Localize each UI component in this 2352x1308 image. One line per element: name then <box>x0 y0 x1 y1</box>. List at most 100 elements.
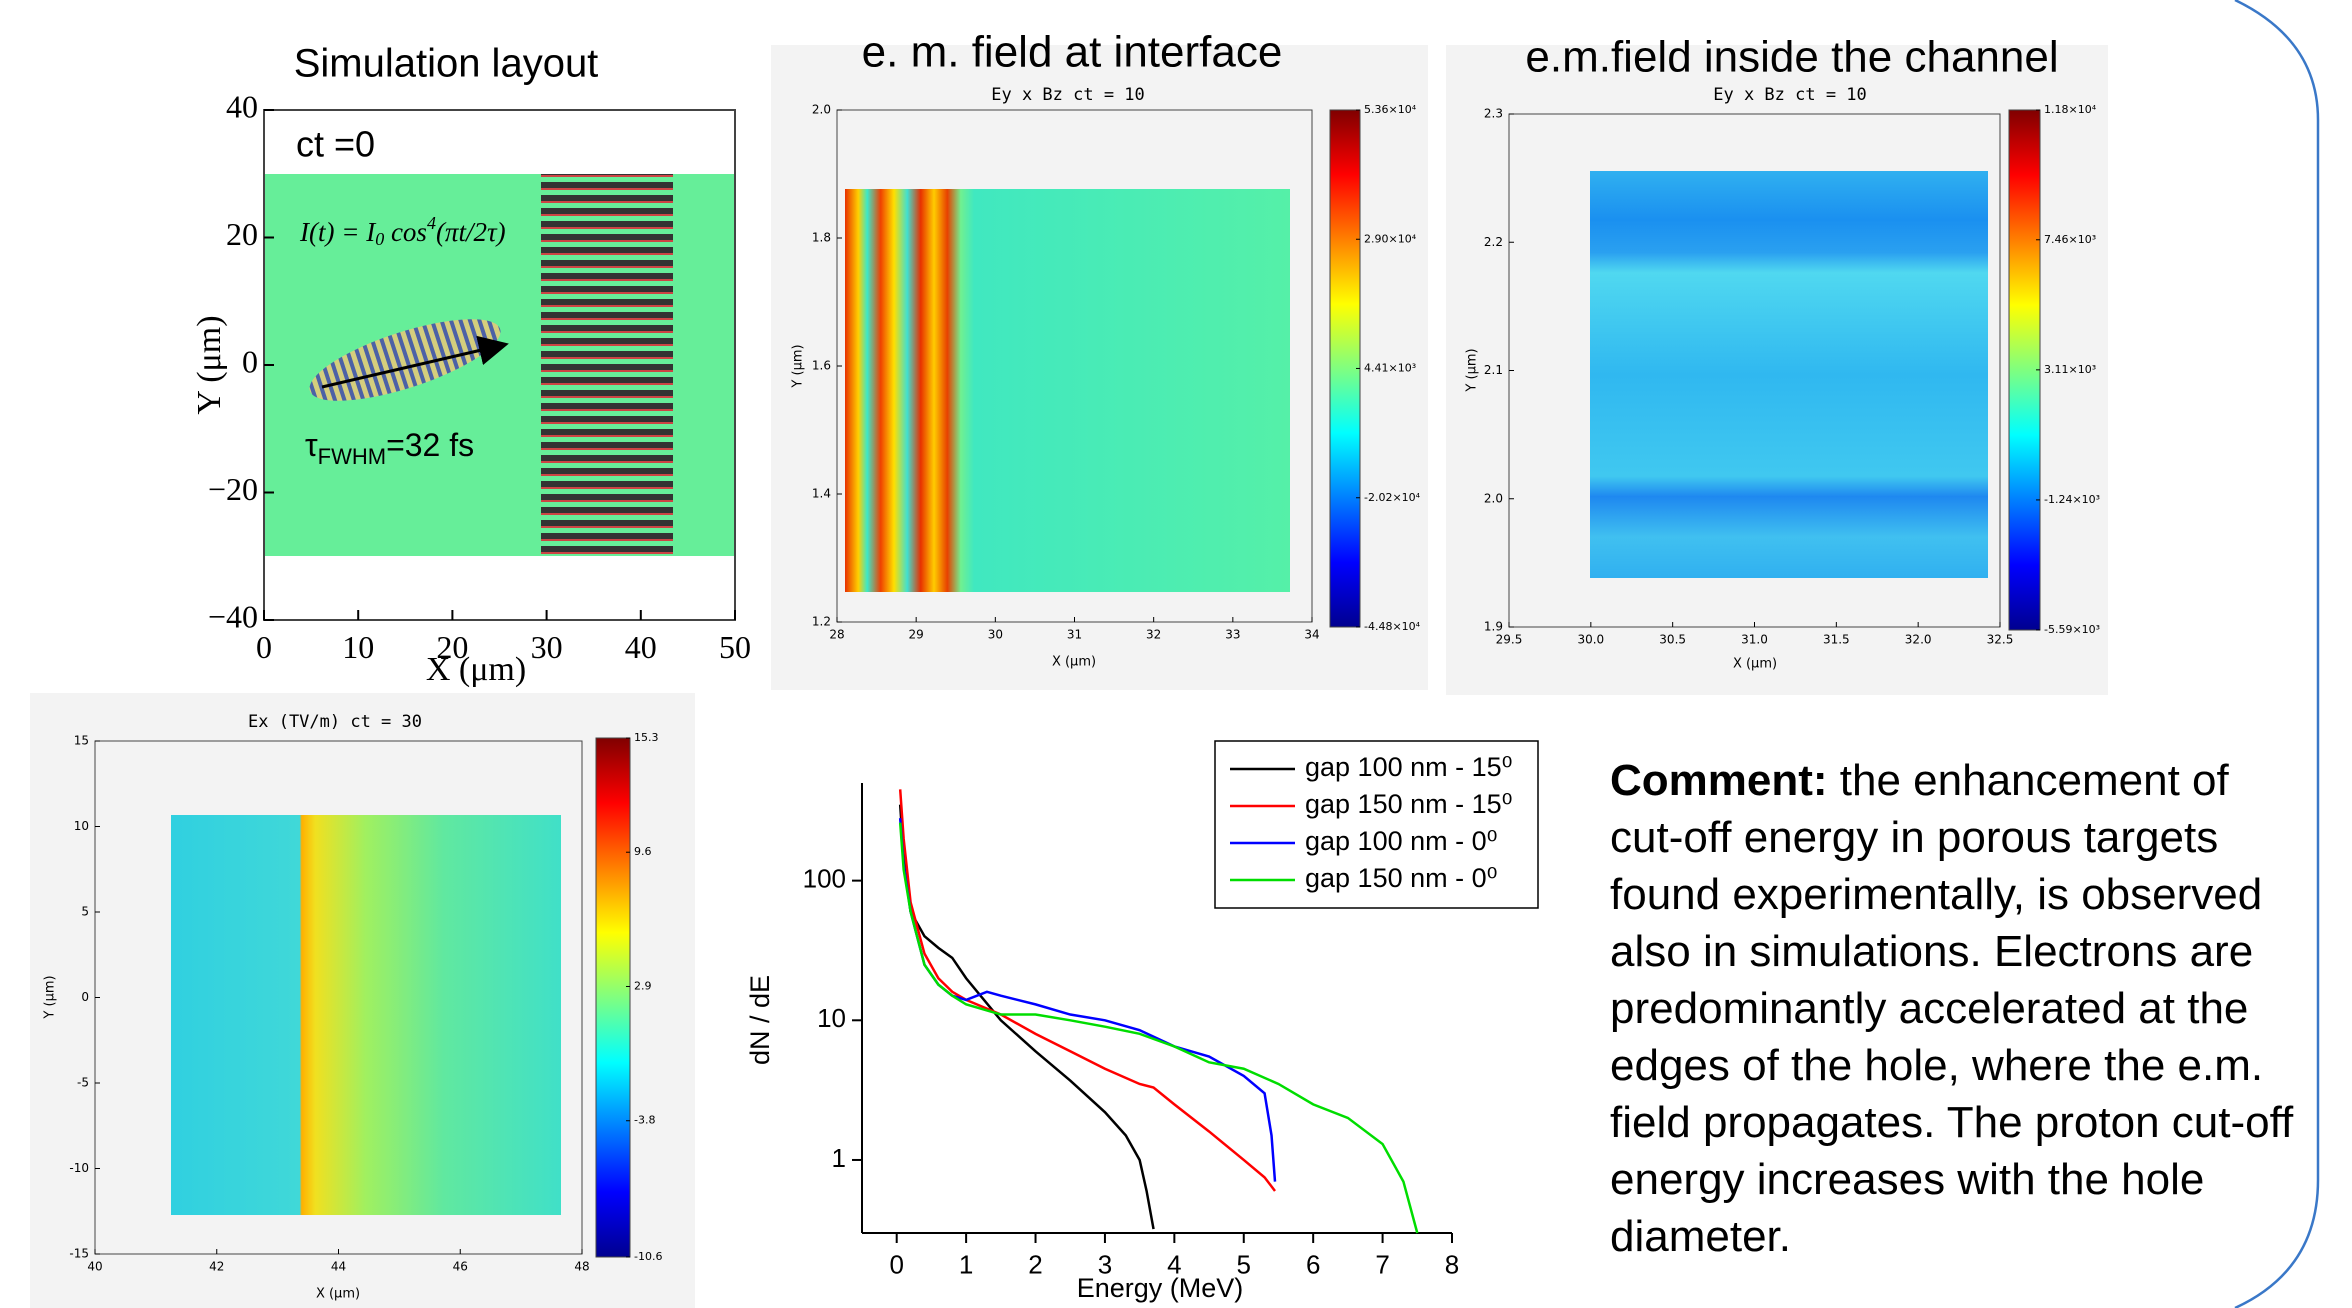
y-tick-label: 1.4 <box>812 487 831 501</box>
y-axis-label: dN / dE <box>745 975 775 1065</box>
comment: Comment: the enhancement of cut-off ener… <box>1610 752 2300 1308</box>
x-axis-label: X (μm) <box>1052 655 1096 670</box>
y-tick-label: 15 <box>74 734 89 748</box>
pulse-duration-part: =32 fs <box>386 427 474 463</box>
formula-part: 4 <box>427 213 436 233</box>
x-tick-label: 30.0 <box>1577 632 1604 646</box>
formula-part: I(t) = I <box>299 217 377 247</box>
y-tick-label: 100 <box>803 864 846 894</box>
formula-part: (πt/2τ) <box>436 217 506 247</box>
y-tick-label: -15 <box>69 1247 89 1261</box>
pulse-duration-part: FWHM <box>318 444 386 469</box>
y-tick-label: 10 <box>817 1003 846 1033</box>
y-tick-label: -5 <box>77 1076 89 1090</box>
x-tick-label: 44 <box>331 1259 346 1273</box>
colorbar-tick-label: 3.11×10³ <box>2044 363 2096 376</box>
x-tick-label: 3 <box>1098 1249 1112 1279</box>
colorbar-tick-label: -1.24×10³ <box>2044 493 2100 506</box>
x-tick-label: 30 <box>531 629 563 665</box>
x-tick-label: 5 <box>1237 1249 1251 1279</box>
pulse-duration-part: τ <box>305 427 318 463</box>
x-tick-label: 46 <box>453 1259 468 1273</box>
x-tick-label: 2 <box>1028 1249 1042 1279</box>
x-tick-label: 20 <box>436 629 468 665</box>
y-tick-label: 2.0 <box>1484 491 1503 505</box>
chart-subtitle: Ey x Bz ct = 10 <box>991 85 1145 105</box>
propagation-arrow <box>321 335 509 389</box>
x-tick-label: 34 <box>1304 627 1319 641</box>
y-axis-label: Y (μm) <box>191 315 228 414</box>
x-axis-label: X (μm) <box>316 1287 360 1302</box>
laser-pulse <box>309 319 501 401</box>
series-line <box>898 804 1155 1230</box>
colorbar-tick-label: -3.8 <box>634 1114 655 1127</box>
comment-lead: Comment: <box>1610 756 1828 805</box>
series-line <box>898 789 1276 1192</box>
y-tick-label: 1.2 <box>812 615 831 629</box>
y-tick-label: 1.9 <box>1484 620 1503 634</box>
x-tick-label: 31.0 <box>1741 632 1768 646</box>
chart-title: e.m.field inside the channel <box>1525 33 2058 82</box>
y-tick-label: -10 <box>69 1161 89 1175</box>
colorbar-tick-label: 7.46×10³ <box>2044 233 2096 246</box>
grating-target <box>541 174 673 556</box>
y-tick-label: 0 <box>242 343 258 379</box>
x-tick-label: 40 <box>625 629 657 665</box>
x-axis-label: X (μm) <box>1733 657 1777 672</box>
y-tick-label: 0 <box>81 990 89 1004</box>
x-tick-label: 7 <box>1375 1249 1389 1279</box>
field-map <box>1590 171 1988 578</box>
x-tick-label: 6 <box>1306 1249 1320 1279</box>
legend-label: gap 100 nm - 15⁰ <box>1305 752 1512 782</box>
legend-label: gap 150 nm - 0⁰ <box>1305 863 1497 893</box>
y-axis-label: Y (μm) <box>1465 348 1480 392</box>
colorbar-tick-label: 15.3 <box>634 731 659 744</box>
x-tick-label: 32.0 <box>1905 632 1932 646</box>
x-tick-label: 31.5 <box>1823 632 1850 646</box>
y-tick-label: 2.2 <box>1484 235 1503 249</box>
y-tick-label: −20 <box>208 471 258 507</box>
x-tick-label: 30.5 <box>1659 632 1686 646</box>
y-tick-label: 10 <box>74 819 89 833</box>
x-tick-label: 32.5 <box>1987 632 2014 646</box>
x-tick-label: 42 <box>209 1259 224 1273</box>
colorbar-tick-label: -2.02×10⁴ <box>1364 491 1421 504</box>
x-tick-label: 1 <box>959 1249 973 1279</box>
x-tick-label: 29.5 <box>1496 632 1523 646</box>
colorbar-tick-label: 5.36×10⁴ <box>1364 103 1417 116</box>
series-line <box>898 822 1419 1234</box>
x-tick-label: 31 <box>1067 627 1082 641</box>
y-tick-label: −40 <box>208 598 258 634</box>
x-tick-label: 28 <box>829 627 844 641</box>
chart-subtitle: Ex (TV/m) ct = 30 <box>248 712 422 732</box>
x-tick-label: 0 <box>256 629 272 665</box>
colorbar-tick-label: 4.41×10³ <box>1364 361 1416 374</box>
formula-part: 0 <box>375 229 384 249</box>
chart-subtitle: Ey x Bz ct = 10 <box>1713 85 1867 105</box>
x-tick-label: 0 <box>889 1249 903 1279</box>
y-tick-label: 1 <box>832 1143 846 1173</box>
x-axis-label: X (μm) <box>426 651 526 688</box>
x-tick-label: 8 <box>1445 1249 1459 1279</box>
y-tick-label: 2.1 <box>1484 363 1503 377</box>
colorbar-tick-label: -5.59×10³ <box>2044 623 2100 636</box>
colorbar-tick-label: -4.48×10⁴ <box>1364 620 1421 633</box>
x-tick-label: 40 <box>87 1259 102 1273</box>
colorbar-tick-label: 2.90×10⁴ <box>1364 232 1417 245</box>
y-tick-label: 40 <box>226 88 258 124</box>
x-axis-label: Energy (MeV) <box>1077 1273 1244 1303</box>
y-tick-label: 1.8 <box>812 231 831 245</box>
colorbar <box>595 737 631 1258</box>
field-map <box>845 189 1290 592</box>
x-tick-label: 30 <box>988 627 1003 641</box>
x-tick-label: 33 <box>1225 627 1240 641</box>
legend-label: gap 150 nm - 15⁰ <box>1305 789 1512 819</box>
y-tick-label: 5 <box>81 905 89 919</box>
x-tick-label: 32 <box>1146 627 1161 641</box>
field-map <box>171 815 561 1215</box>
colorbar-tick-label: -10.6 <box>634 1250 662 1263</box>
x-tick-label: 29 <box>909 627 924 641</box>
formula: I(t) = I0 cos4(πt/2τ) <box>299 213 506 249</box>
comment-body: the enhancement of cut-off energy in por… <box>1610 756 2294 1261</box>
